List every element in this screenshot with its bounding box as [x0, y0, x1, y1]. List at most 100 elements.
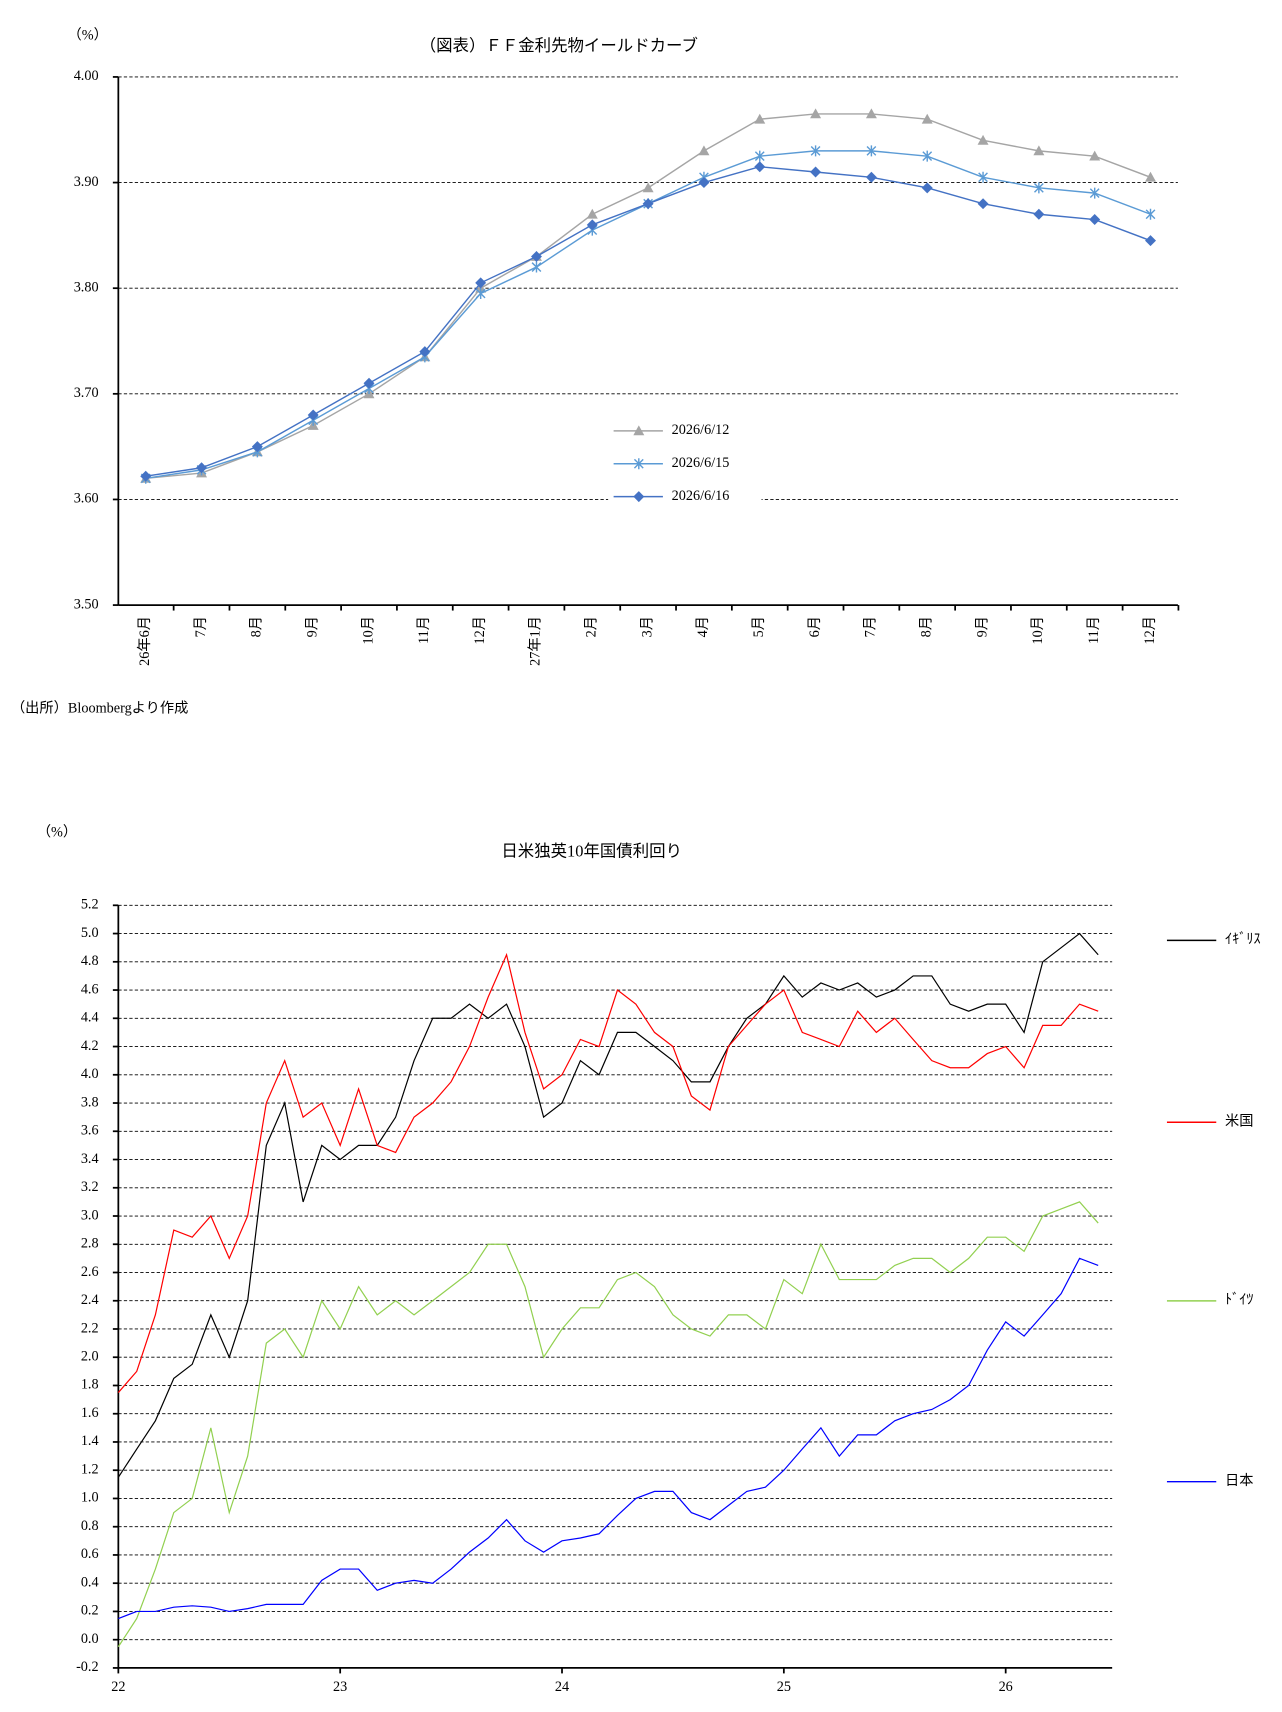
- y-tick-label: 3.50: [74, 596, 99, 612]
- x-tick-label: 10月: [360, 616, 376, 644]
- y-tick-label: 3.90: [74, 174, 99, 190]
- x-tick-label: 11月: [1086, 616, 1102, 644]
- y-tick-label: -0.2: [76, 1659, 99, 1675]
- y-tick-label: 5.2: [81, 897, 99, 913]
- point-marker: [921, 182, 933, 194]
- legend-label: 2026/6/16: [672, 488, 730, 504]
- y-tick-label: 2.0: [81, 1348, 99, 1364]
- y-tick-label: 3.8: [81, 1094, 99, 1110]
- y-tick-label: 1.6: [81, 1405, 99, 1421]
- legend-marker: [633, 425, 645, 436]
- unit-label: （%）: [67, 27, 107, 44]
- y-tick-label: 4.8: [81, 953, 99, 969]
- x-tick-label: 22: [111, 1679, 125, 1695]
- point-marker: [140, 470, 152, 482]
- legend-label: 日本: [1225, 1472, 1253, 1489]
- y-tick-label: 2.6: [81, 1264, 99, 1280]
- x-tick-label: 8月: [249, 616, 265, 637]
- point-marker: [754, 113, 766, 124]
- point-marker: [251, 441, 263, 453]
- point-marker: [754, 161, 766, 173]
- legend-marker: [633, 458, 644, 470]
- point-marker: [1033, 145, 1045, 156]
- point-marker: [978, 171, 988, 183]
- y-tick-label: 4.0: [81, 1066, 99, 1082]
- legend-label: ﾄﾞｲﾂ: [1225, 1291, 1253, 1308]
- x-tick-label: 7月: [193, 616, 209, 637]
- y-tick-label: 3.60: [74, 491, 99, 507]
- y-tick-label: 4.6: [81, 981, 99, 997]
- series-line: [118, 1257, 1099, 1620]
- legend-label: 米国: [1225, 1113, 1253, 1130]
- y-tick-label: 1.2: [81, 1461, 99, 1477]
- y-tick-label: 2.4: [81, 1292, 99, 1308]
- point-marker: [1089, 150, 1101, 161]
- point-marker: [810, 145, 821, 157]
- legend-label: 2026/6/15: [672, 455, 730, 471]
- y-tick-label: 0.0: [81, 1631, 99, 1647]
- point-marker: [1145, 235, 1156, 247]
- legend-marker: [633, 491, 645, 503]
- x-tick-label: 26: [999, 1679, 1013, 1695]
- point-marker: [921, 113, 933, 124]
- point-marker: [1033, 182, 1044, 194]
- point-marker: [810, 108, 822, 119]
- point-marker: [810, 166, 822, 178]
- y-tick-label: 0.2: [81, 1603, 99, 1619]
- x-tick-label: 5月: [751, 616, 767, 637]
- y-tick-label: 1.8: [81, 1377, 99, 1393]
- x-tick-label: 6月: [807, 616, 823, 637]
- x-tick-label: 9月: [304, 616, 320, 637]
- point-marker: [642, 198, 654, 210]
- y-tick-label: 3.80: [74, 279, 99, 295]
- x-tick-label: 2月: [584, 616, 600, 637]
- series-line: [117, 952, 1099, 1393]
- series-line: [117, 932, 1099, 1478]
- x-tick-label: 3月: [639, 616, 655, 637]
- y-tick-label: 3.70: [74, 385, 99, 401]
- y-tick-label: 3.2: [81, 1179, 99, 1195]
- y-tick-label: 4.2: [81, 1038, 99, 1054]
- point-marker: [866, 145, 877, 157]
- point-marker: [1145, 171, 1156, 182]
- y-tick-label: 3.6: [81, 1123, 99, 1139]
- legend-label: ｲｷﾞﾘｽ: [1225, 931, 1261, 948]
- y-tick-label: 0.6: [81, 1546, 99, 1562]
- y-tick-label: 1.0: [81, 1490, 99, 1506]
- x-tick-label: 8月: [918, 616, 934, 637]
- chart-title: 日米独英10年国債利回り: [501, 841, 682, 860]
- x-tick-label: 4月: [695, 616, 711, 637]
- y-tick-label: 1.4: [81, 1433, 99, 1449]
- point-marker: [977, 198, 989, 210]
- y-tick-label: 2.2: [81, 1320, 99, 1336]
- point-marker: [586, 208, 598, 219]
- x-tick-label: 11月: [416, 616, 432, 644]
- point-marker: [698, 145, 710, 156]
- point-marker: [1033, 208, 1045, 220]
- x-tick-label: 27年1月: [527, 616, 544, 666]
- x-tick-label: 24: [555, 1679, 569, 1695]
- point-marker: [865, 171, 877, 183]
- point-marker: [531, 261, 542, 273]
- y-tick-label: 3.4: [81, 1151, 99, 1167]
- x-tick-label: 9月: [974, 616, 990, 637]
- point-marker: [1145, 208, 1156, 220]
- point-marker: [1089, 214, 1101, 226]
- y-tick-label: 0.8: [81, 1518, 99, 1534]
- point-marker: [475, 287, 486, 299]
- point-marker: [419, 346, 431, 358]
- point-marker: [1089, 187, 1100, 199]
- point-marker: [307, 409, 319, 421]
- point-marker: [865, 108, 877, 119]
- point-marker: [922, 150, 933, 162]
- point-marker: [475, 277, 487, 289]
- x-tick-label: 26年6月: [136, 616, 153, 666]
- y-tick-label: 4.4: [81, 1010, 99, 1026]
- point-marker: [531, 251, 542, 262]
- y-tick-label: 4.00: [74, 68, 99, 84]
- x-tick-label: 12月: [1142, 616, 1158, 644]
- unit-label: （%）: [37, 823, 77, 840]
- chart-title: （図表）ＦＦ金利先物イールドカーブ: [420, 36, 698, 55]
